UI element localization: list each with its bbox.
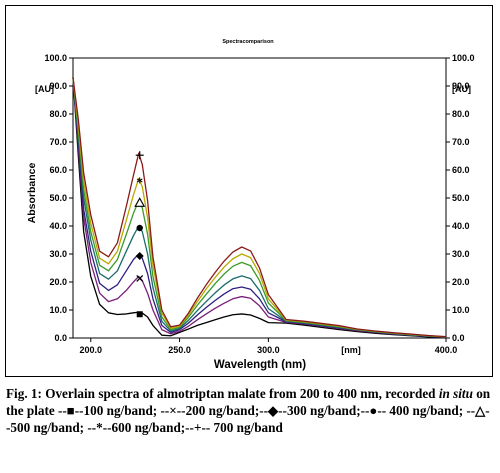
y-unit-right: [AU] — [452, 84, 471, 94]
y-ticks-left: 0.0 10.0 20.0 30.0 40.0 50.0 60.0 70.0 80.0 90.0 1… — [44, 53, 73, 343]
series-line-7 — [72, 77, 447, 338]
x-unit-label: [nm] — [341, 345, 361, 355]
chart-title: Spectracomparison — [222, 39, 274, 45]
x-ticks: 200.0 250.0 300.0 400.0 — [79, 338, 457, 355]
marker-asterisk-6 — [136, 177, 143, 184]
caption-text-1: Overlain spectra of almotriptan malate f… — [45, 386, 436, 401]
y-tick-label-left: 30.0 — [49, 249, 67, 259]
y-tick-label-left: 60.0 — [49, 165, 67, 175]
y-tick-label-left: 40.0 — [49, 221, 67, 231]
y-tick-label-right: 0.0 — [452, 333, 465, 343]
marker-triangle-5 — [134, 197, 146, 207]
plot-area-frame — [72, 57, 447, 339]
caption-text-2: on the plate --■--100 ng/band; --×--200 … — [6, 386, 491, 435]
series-line-1 — [72, 77, 447, 339]
x-tick-label: 400.0 — [435, 345, 458, 355]
y-ticks-right: 0.0 10.0 20.0 30.0 40.0 50.0 60.0 70.0 80.0 90.0 1… — [446, 53, 475, 343]
figure-caption: Fig. 1: Overlain spectra of almotriptan … — [6, 385, 494, 436]
y-tick-label-right: 60.0 — [452, 165, 470, 175]
y-tick-label-right: 90.0 — [452, 81, 470, 91]
y-tick-label-left: 10.0 — [49, 305, 67, 315]
y-tick-label-left: 100.0 — [44, 53, 67, 63]
marker-x-2 — [136, 274, 144, 282]
marker-square-1 — [136, 311, 143, 318]
x-tick-label: 250.0 — [168, 345, 191, 355]
y-tick-label-right: 30.0 — [452, 249, 470, 259]
y-tick-label-left: 70.0 — [49, 137, 67, 147]
series-layer — [72, 77, 447, 339]
series-line-3 — [72, 77, 447, 338]
y-tick-label-left: 80.0 — [49, 109, 67, 119]
y-tick-label-right: 70.0 — [452, 137, 470, 147]
y-tick-label-left: 90.0 — [49, 81, 67, 91]
x-tick-label: 300.0 — [257, 345, 280, 355]
y-tick-label-left: 50.0 — [49, 193, 67, 203]
y-tick-label-right: 80.0 — [452, 109, 470, 119]
marker-layer — [134, 151, 146, 318]
y-tick-label-left: 0.0 — [54, 333, 67, 343]
marker-plus-7 — [135, 151, 144, 160]
chart-panel: Spectracomparison 0.0 10.0 20.0 30.0 40.0 50.… — [5, 5, 493, 377]
y-tick-label-right: 10.0 — [452, 305, 470, 315]
x-tick-label: 200.0 — [79, 345, 102, 355]
x-axis-label: Wavelength (nm) — [214, 359, 306, 371]
caption-italic: in situ — [438, 386, 473, 401]
y-tick-label-left: 20.0 — [49, 277, 67, 287]
caption-fig-label: Fig. 1: — [6, 386, 42, 401]
y-tick-label-right: 40.0 — [452, 221, 470, 231]
y-axis-label: Absorbance — [26, 163, 38, 224]
y-tick-label-right: 20.0 — [452, 277, 470, 287]
spectra-chart: Spectracomparison 0.0 10.0 20.0 30.0 40.0 50.… — [26, 39, 475, 371]
marker-circle-4 — [136, 224, 143, 232]
marker-diamond-3 — [135, 252, 144, 260]
y-tick-label-right: 50.0 — [452, 193, 470, 203]
y-unit-left: [AU] — [35, 84, 54, 94]
y-tick-label-right: 100.0 — [452, 53, 475, 63]
